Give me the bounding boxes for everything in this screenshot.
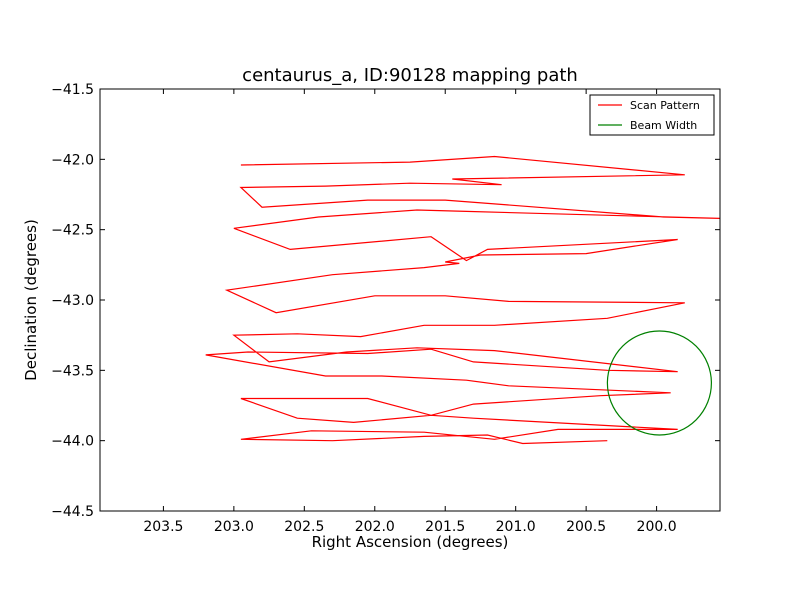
series-line-scan-pattern <box>205 155 721 445</box>
chart-title: centaurus_a, ID:90128 mapping path <box>242 65 578 86</box>
x-axis-ticks: 203.5 203.0 202.5 202.0 201.5 201.0 200.5 200.0 <box>143 89 677 535</box>
plot-area <box>100 89 720 511</box>
x-tick-label: 200.0 <box>637 519 677 535</box>
y-tick-label: −41.5 <box>51 82 94 98</box>
y-tick-label: −42.5 <box>51 223 94 239</box>
y-axis-ticks: −41.5 −42.0 −42.5 −43.0 −43.5 −44.0 −44.5 <box>51 82 720 520</box>
x-tick-label: 203.5 <box>143 519 183 535</box>
y-tick-label: −43.0 <box>51 293 94 309</box>
legend-label-scan-pattern: Scan Pattern <box>630 99 700 112</box>
series-circle-beam-width <box>606 330 713 436</box>
x-tick-label: 202.5 <box>284 519 324 535</box>
x-tick-label: 200.5 <box>566 519 606 535</box>
x-tick-label: 203.0 <box>214 519 254 535</box>
x-tick-label: 201.5 <box>425 519 465 535</box>
x-tick-label: 202.0 <box>355 519 395 535</box>
legend: Scan Pattern Beam Width <box>589 94 715 136</box>
legend-label-beam-width: Beam Width <box>630 119 697 132</box>
legend-box <box>589 94 715 136</box>
y-tick-label: −44.5 <box>51 504 94 520</box>
x-tick-label: 201.0 <box>496 519 536 535</box>
y-tick-label: −42.0 <box>51 152 94 168</box>
x-axis-label: Right Ascension (degrees) <box>312 533 509 551</box>
y-axis-label: Declination (degrees) <box>22 219 40 381</box>
y-tick-label: −43.5 <box>51 363 94 379</box>
series-layer <box>205 155 721 445</box>
y-tick-label: −44.0 <box>51 434 94 450</box>
